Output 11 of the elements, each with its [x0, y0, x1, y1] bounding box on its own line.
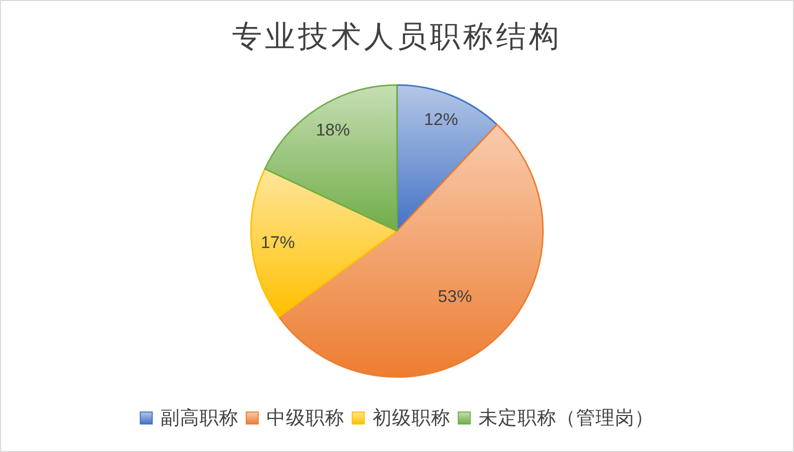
data-label: 12% — [424, 110, 458, 130]
legend-label: 副高职称 — [160, 407, 238, 429]
data-label: 53% — [438, 287, 472, 306]
pie-slice — [250, 168, 398, 318]
legend-label: 初级职称 — [372, 407, 450, 429]
data-label: 18% — [316, 120, 350, 140]
pie-slice — [264, 84, 398, 232]
chart-title: 专业技术人员职称结构 — [232, 20, 562, 54]
data-label: 17% — [260, 232, 295, 252]
legend-label: 未定职称（管理岗） — [478, 407, 654, 429]
legend-label: 中级职称 — [266, 407, 344, 429]
